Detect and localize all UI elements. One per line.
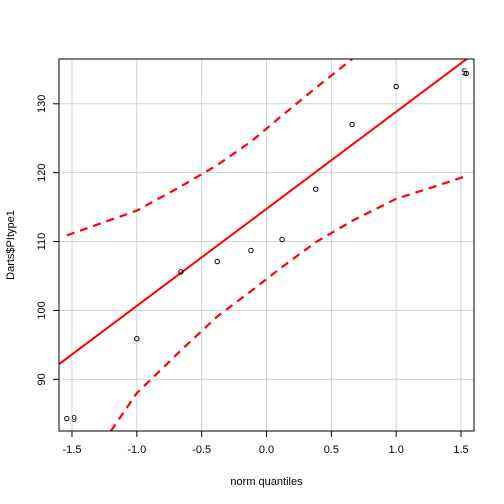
x-axis-title: norm quantiles <box>230 476 303 488</box>
y-tick-label: 110 <box>36 233 48 251</box>
x-tick-label: -0.5 <box>192 444 211 456</box>
x-tick-label: -1.5 <box>62 444 81 456</box>
data-point <box>248 247 254 254</box>
x-tick-label: -1.0 <box>127 444 146 456</box>
data-point <box>134 335 140 342</box>
x-tick-label: 1.5 <box>453 444 468 456</box>
y-tick-label: 130 <box>36 95 48 113</box>
y-axis-title: Darts$PItype1 <box>5 210 17 280</box>
point-label: 5 <box>462 67 468 78</box>
data-point <box>393 83 399 90</box>
y-axis: 90 100 110 120 130 <box>36 95 60 385</box>
data-points <box>64 70 469 422</box>
data-point <box>349 121 355 128</box>
x-axis: -1.5 -1.0 -0.5 0.0 0.5 1.0 1.5 <box>62 430 469 456</box>
y-tick-label: 120 <box>36 163 48 181</box>
confidence-band-lower <box>109 175 467 431</box>
grid <box>59 59 474 431</box>
data-point <box>214 258 220 265</box>
data-point <box>178 269 184 275</box>
x-tick-label: 1.0 <box>389 444 404 456</box>
x-tick-label: 0.5 <box>324 444 339 456</box>
point-labels: 95 <box>71 67 467 425</box>
point-label: 9 <box>71 414 77 425</box>
data-point <box>313 186 319 192</box>
data-point <box>64 415 70 422</box>
y-tick-label: 90 <box>36 373 48 385</box>
data-point <box>279 236 285 243</box>
data-point <box>463 70 469 77</box>
confidence-band-upper <box>66 59 353 237</box>
y-tick-label: 100 <box>36 301 48 319</box>
x-tick-label: 0.0 <box>259 444 274 456</box>
reference-line-layer <box>59 59 469 365</box>
qq-reference-line <box>59 59 469 365</box>
confidence-band <box>66 59 467 431</box>
